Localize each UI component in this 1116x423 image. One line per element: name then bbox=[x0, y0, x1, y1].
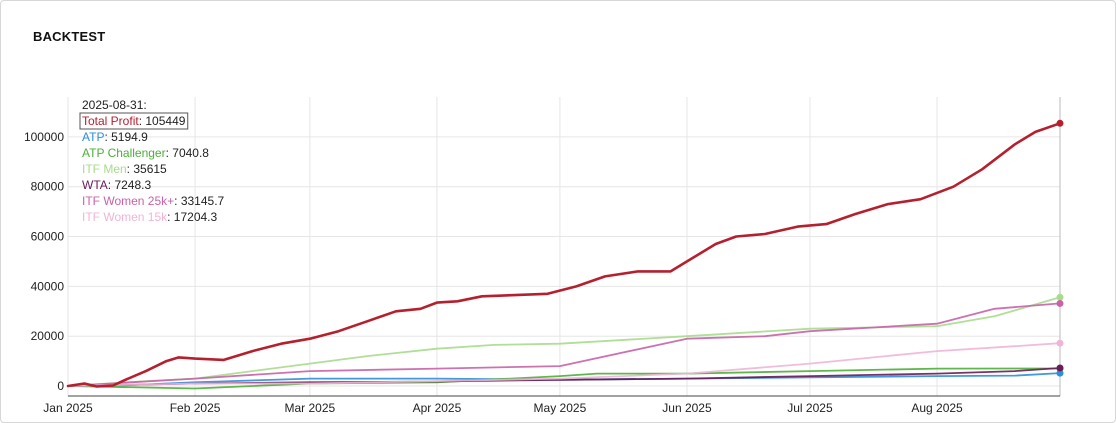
legend-entry: ITF Women 25k+: 33145.7 bbox=[82, 194, 225, 208]
series-line-total-profit bbox=[66, 122, 1062, 388]
x-tick-label: Jun 2025 bbox=[662, 401, 712, 415]
x-tick-label: Apr 2025 bbox=[413, 401, 462, 415]
series-line-atp-challenger bbox=[67, 367, 1061, 390]
legend-series-value: : 5194.9 bbox=[104, 130, 148, 144]
series-line-itf-women-25k- bbox=[67, 302, 1061, 387]
chart-title: BACKTEST bbox=[33, 29, 106, 44]
series-end-marker-total-profit bbox=[1056, 119, 1064, 127]
x-tick-label: Feb 2025 bbox=[170, 401, 221, 415]
x-tick-label: Jul 2025 bbox=[787, 401, 833, 415]
grid bbox=[67, 97, 1061, 397]
legend-series-name: WTA bbox=[82, 178, 108, 192]
x-tick-label: Mar 2025 bbox=[284, 401, 335, 415]
legend-series-value: : 33145.7 bbox=[174, 194, 224, 208]
y-tick-label: 20000 bbox=[31, 329, 65, 343]
y-tick-label: 100000 bbox=[24, 130, 64, 144]
x-tick-label: Jan 2025 bbox=[43, 401, 93, 415]
legend-series-value: : 7040.8 bbox=[166, 146, 210, 160]
legend-entry: ATP: 5194.9 bbox=[82, 130, 148, 144]
legend-series-name: Total Profit bbox=[82, 114, 139, 128]
legend-series-value: : 7248.3 bbox=[108, 178, 152, 192]
series-line-itf-women-15k bbox=[67, 342, 1061, 387]
legend-entry: ATP Challenger: 7040.8 bbox=[82, 146, 209, 160]
series-end-marker-itf-men bbox=[1056, 293, 1064, 301]
y-tick-label: 0 bbox=[57, 379, 64, 393]
legend-highlight-box bbox=[79, 112, 189, 130]
y-tick-label: 60000 bbox=[31, 230, 65, 244]
series-lines bbox=[66, 122, 1062, 390]
y-tick-label: 80000 bbox=[31, 180, 65, 194]
legend-series-name: ITF Women 15k bbox=[82, 210, 168, 224]
legend-series-name: ITF Men bbox=[82, 162, 127, 176]
legend-entry: ITF Women 15k: 17204.3 bbox=[82, 210, 218, 224]
hover-legend: 2025-08-31: Total Profit: 105449 ATP: 5194… bbox=[79, 98, 225, 224]
legend-series-value: : 35615 bbox=[127, 162, 167, 176]
series-end-marker-itf-women-25k- bbox=[1056, 299, 1064, 307]
legend-series-name: ATP bbox=[82, 130, 104, 144]
legend-series-value: : 17204.3 bbox=[167, 210, 217, 224]
y-axis: 0 20000 40000 60000 80000 100000 bbox=[24, 130, 64, 393]
series-end-marker-itf-women-15k bbox=[1056, 339, 1064, 347]
legend-series-name: ITF Women 25k+ bbox=[82, 194, 174, 208]
legend-series-name: ATP Challenger bbox=[82, 146, 166, 160]
y-tick-label: 40000 bbox=[31, 279, 65, 293]
legend-series-value: : 105449 bbox=[139, 114, 186, 128]
legend-entry: Total Profit: 105449 bbox=[82, 114, 186, 128]
legend-entry: WTA: 7248.3 bbox=[82, 178, 151, 192]
x-axis: Jan 2025 Feb 2025 Mar 2025 Apr 2025 May 2025… bbox=[43, 401, 963, 415]
x-tick-label: May 2025 bbox=[534, 401, 587, 415]
hover-date: 2025-08-31: bbox=[82, 98, 147, 112]
series-end-markers bbox=[1056, 119, 1064, 377]
legend-entry: ITF Men: 35615 bbox=[82, 162, 167, 176]
series-end-marker-wta bbox=[1056, 364, 1064, 372]
series-line-itf-men bbox=[67, 296, 1061, 387]
x-tick-label: Aug 2025 bbox=[911, 401, 963, 415]
